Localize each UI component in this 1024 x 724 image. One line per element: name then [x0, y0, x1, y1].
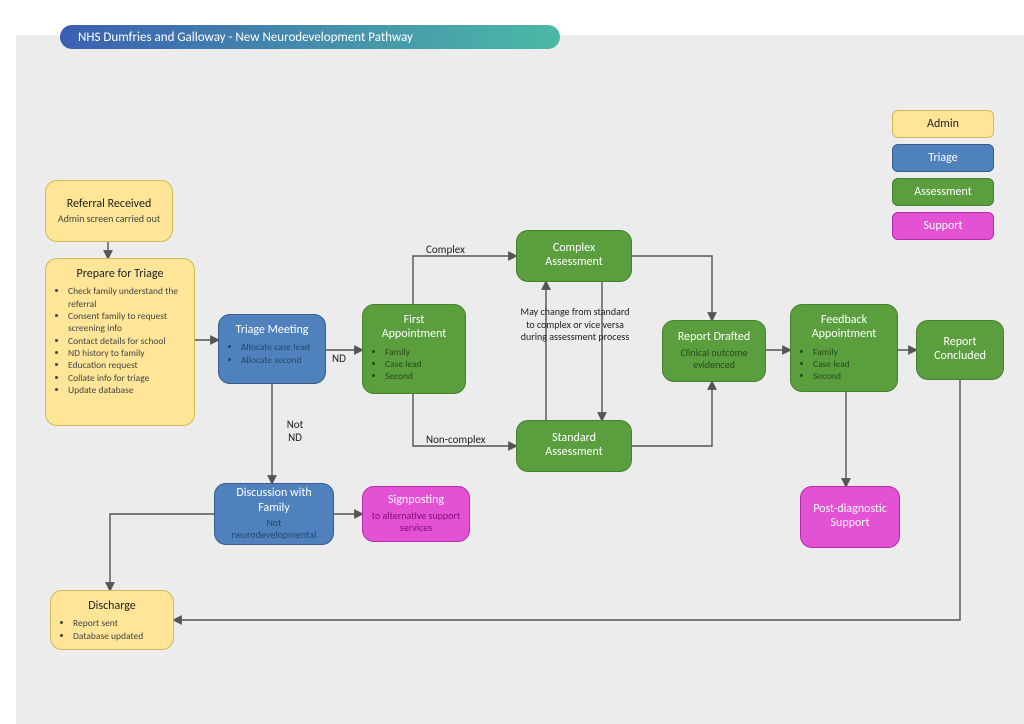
bullet-item: Second — [813, 370, 889, 382]
node-complex: Complex Assessment — [516, 230, 632, 282]
node-postdiag: Post-diagnostic Support — [800, 486, 900, 548]
page-title: NHS Dumfries and Galloway - New Neurodev… — [60, 25, 560, 49]
bullet-item: Case lead — [385, 358, 457, 370]
page-title-text: NHS Dumfries and Galloway - New Neurodev… — [78, 30, 413, 45]
node-subtitle: Clinical outcome evidenced — [671, 347, 757, 372]
node-feedback: Feedback Appointment FamilyCase leadSecon… — [790, 304, 898, 392]
bullet-item: Case lead — [813, 358, 889, 370]
bullet-item: Collate info for triage — [68, 372, 186, 384]
bullet-item: Report sent — [73, 617, 165, 629]
node-bullets: Allocate case leadAllocate second — [227, 341, 317, 366]
legend-item-admin: Admin — [892, 110, 994, 138]
bullet-item: Allocate second — [241, 354, 317, 366]
node-subtitle: Not neurodevelopmental — [223, 517, 325, 542]
node-firstapp: First Appointment FamilyCase leadSecond — [362, 304, 466, 394]
node-title: First Appointment — [371, 313, 457, 342]
node-title: Report Concluded — [925, 335, 995, 364]
node-bullets: Report sentDatabase updated — [59, 617, 165, 642]
node-title: Prepare for Triage — [54, 267, 186, 281]
bullet-item: Family — [813, 346, 889, 358]
node-title: Report Drafted — [678, 330, 750, 344]
edge-label-not-nd: Not ND — [280, 418, 310, 444]
node-bullets: FamilyCase leadSecond — [371, 346, 457, 383]
node-prepare: Prepare for Triage Check family understan… — [45, 258, 195, 426]
node-subtitle: Admin screen carried out — [58, 213, 160, 226]
bullet-item: Database updated — [73, 630, 165, 642]
edge-label-noncomplex: Non-complex — [426, 433, 486, 446]
node-title: Triage Meeting — [227, 323, 317, 337]
node-bullets: FamilyCase leadSecond — [799, 346, 889, 383]
node-subtitle: to alternative support services — [371, 510, 461, 535]
node-discharge: Discharge Report sentDatabase updated — [50, 590, 174, 650]
node-title: Referral Received — [67, 197, 152, 211]
node-discussion: Discussion with FamilyNot neurodevelopme… — [214, 483, 334, 545]
node-title: Feedback Appointment — [799, 313, 889, 342]
bullet-item: Update database — [68, 384, 186, 396]
bullet-item: Consent family to request screening info — [68, 310, 186, 335]
bullet-item: Contact details for school — [68, 335, 186, 347]
edge-label-complex: Complex — [426, 243, 465, 256]
node-title: Discharge — [59, 599, 165, 613]
note-change: May change from standard to complex or v… — [520, 306, 630, 344]
edge-label-nd: ND — [332, 352, 346, 365]
node-bullets: Check family understand the referralCons… — [54, 285, 186, 396]
node-concluded: Report Concluded — [916, 320, 1004, 380]
bullet-item: Education request — [68, 359, 186, 371]
node-title: Standard Assessment — [525, 431, 623, 460]
node-standard: Standard Assessment — [516, 420, 632, 472]
legend-item-assess: Assessment — [892, 178, 994, 206]
node-title: Discussion with Family — [223, 486, 325, 515]
node-report: Report Drafted Clinical outcome evidenced — [662, 320, 766, 382]
node-title: Complex Assessment — [525, 241, 623, 270]
bullet-item: Family — [385, 346, 457, 358]
bullet-item: Second — [385, 370, 457, 382]
bullet-item: ND history to family — [68, 347, 186, 359]
node-referral: Referral Received Admin screen carried ou… — [45, 180, 173, 242]
bullet-item: Check family understand the referral — [68, 285, 186, 310]
node-signpost: Signposting to alternative support servic… — [362, 486, 470, 542]
node-triage: Triage Meeting Allocate case leadAllocate… — [218, 314, 326, 384]
legend-item-triage: Triage — [892, 144, 994, 172]
legend-item-support: Support — [892, 212, 994, 240]
node-title: Post-diagnostic Support — [809, 502, 891, 531]
bullet-item: Allocate case lead — [241, 341, 317, 353]
node-title: Signposting — [388, 493, 444, 507]
